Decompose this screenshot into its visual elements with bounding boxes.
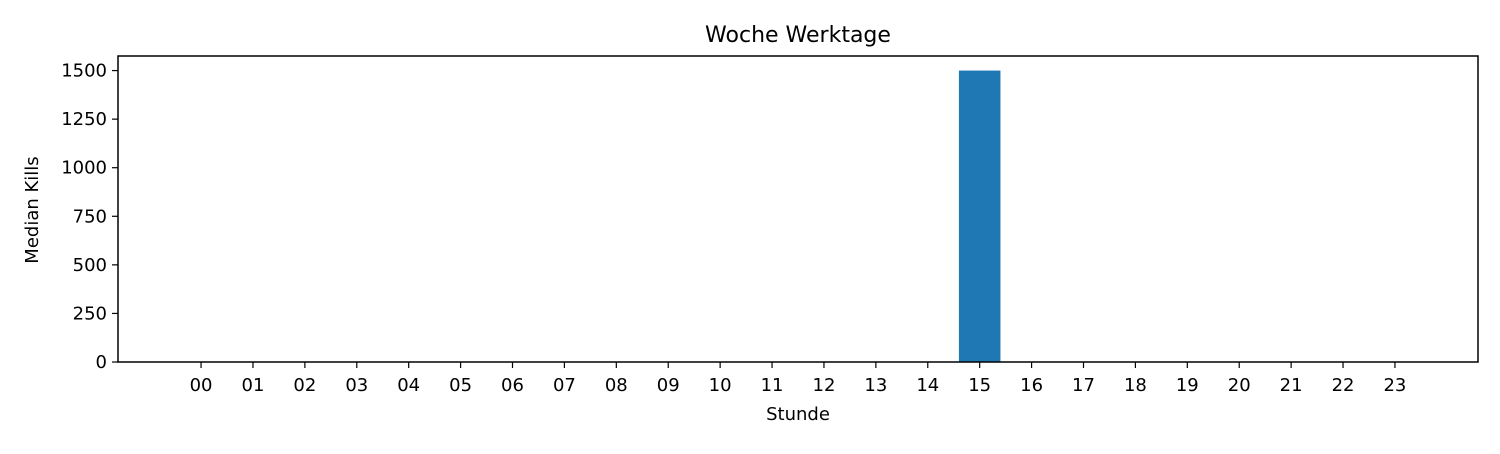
chart-title: Woche Werktage: [705, 23, 891, 48]
x-tick-label: 08: [605, 375, 628, 396]
y-tick-label: 250: [73, 303, 107, 324]
x-tick-label: 02: [293, 375, 316, 396]
x-tick-label: 06: [501, 375, 524, 396]
y-tick-label: 1000: [61, 158, 107, 179]
x-tick-label: 19: [1176, 375, 1199, 396]
x-axis-ticks: 00 01 02 03 04 05 06 07 08 09 10 11 12 13 14 15 16 17 18 19…: [190, 362, 1406, 396]
x-tick-label: 04: [397, 375, 420, 396]
x-tick-label: 23: [1383, 375, 1406, 396]
x-tick-label: 14: [916, 375, 939, 396]
x-tick-label: 21: [1280, 375, 1303, 396]
x-tick-label: 16: [1020, 375, 1043, 396]
x-tick-label: 12: [813, 375, 836, 396]
x-tick-label: 00: [190, 375, 213, 396]
x-tick-label: 13: [864, 375, 887, 396]
y-tick-label: 750: [73, 206, 107, 227]
x-tick-label: 22: [1332, 375, 1355, 396]
bars-group: [958, 70, 1001, 363]
y-axis-ticks: 0 250 500 750 1000 1250 1500: [61, 61, 118, 373]
plot-frame: [117, 55, 1479, 363]
y-tick-label: 500: [73, 255, 107, 276]
x-tick-label: 18: [1124, 375, 1147, 396]
x-tick-label: 20: [1228, 375, 1251, 396]
x-tick-label: 07: [553, 375, 576, 396]
y-axis-label: Median Kills: [22, 156, 43, 263]
y-tick-label: 1250: [61, 109, 107, 130]
y-tick-label: 1500: [61, 61, 107, 82]
x-tick-label: 10: [709, 375, 732, 396]
x-tick-label: 05: [449, 375, 472, 396]
x-tick-label: 15: [968, 375, 991, 396]
x-tick-label: 09: [657, 375, 680, 396]
x-tick-label: 11: [761, 375, 784, 396]
y-tick-label: 0: [96, 352, 107, 373]
x-axis-label: Stunde: [766, 404, 830, 425]
x-tick-label: 17: [1072, 375, 1095, 396]
bar-15: [958, 70, 1001, 363]
x-tick-label: 03: [345, 375, 368, 396]
x-tick-label: 01: [242, 375, 265, 396]
